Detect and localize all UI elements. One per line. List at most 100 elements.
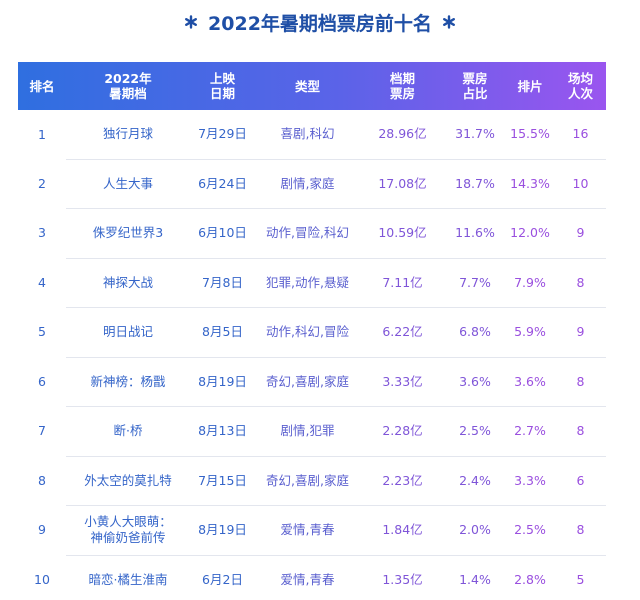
cell-line: 神偷奶爸前传 — [90, 530, 166, 546]
table-cell: 2.28亿 — [360, 406, 445, 457]
table-cell: 2.8% — [505, 555, 555, 600]
table-cell: 10 — [34, 571, 50, 587]
table-cell: 2.23亿 — [360, 456, 445, 506]
cell-line: 2022年 — [104, 71, 152, 86]
table-cell: 5.9% — [505, 307, 555, 358]
table-cell: 10 — [555, 159, 606, 209]
header-cell: 排片 — [517, 78, 543, 94]
table-cell: 6.22亿 — [360, 307, 445, 358]
title: 2022年暑期档票房前十名 — [208, 12, 432, 35]
cell-line: 票房 — [389, 86, 415, 101]
table-cell: 7月8日 — [190, 258, 255, 308]
header-cell: 2022年 暑期档 — [66, 62, 190, 110]
table-cell: 9 — [38, 522, 46, 538]
table-cell: 10.59亿 — [360, 208, 445, 259]
table-cell: 1.35亿 — [360, 555, 445, 600]
header-cell: 类型 — [294, 78, 320, 94]
table-cell: 8月13日 — [190, 406, 255, 457]
table-cell: 3 — [38, 225, 46, 241]
table-row: 7 断·桥 8月13日 剧情,犯罪 2.28亿 2.5% 2.7% 8 — [18, 406, 606, 457]
cell-line: 日期 — [209, 86, 235, 101]
table-cell: 1.84亿 — [360, 505, 445, 556]
table-row: 5 明日战记 8月5日 动作,科幻,冒险 6.22亿 6.8% 5.9% 9 — [18, 307, 606, 358]
table-cell: 16 — [555, 110, 606, 160]
table-row: 9 小黄人大眼萌： 神偷奶爸前传 8月19日 爱情,青春 1.84亿 2.0% 2.5% 8 — [18, 505, 606, 556]
table-cell: 2.5% — [505, 505, 555, 556]
table-cell: 9 — [555, 208, 606, 259]
table-cell: 12.0% — [505, 208, 555, 259]
table-cell: 2.5% — [445, 406, 505, 457]
table-cell: 1.4% — [445, 555, 505, 600]
table-cell: 8 — [555, 406, 606, 457]
table-cell: 暗恋·橘生淮南 — [66, 555, 190, 600]
table-cell: 28.96亿 — [360, 110, 445, 160]
table-header: 排名 2022年 暑期档 上映 日期 类型 档期 票房 票房 占比 排片 场均 人次 — [18, 62, 606, 110]
title-icon — [185, 15, 198, 29]
table-cell: 7.11亿 — [360, 258, 445, 308]
cell-line: 上映 — [209, 71, 235, 86]
header-row: 排名 2022年 暑期档 上映 日期 类型 档期 票房 票房 占比 排片 场均 人次 — [18, 62, 606, 110]
table-cell: 8 — [555, 258, 606, 308]
table-cell: 侏罗纪世界3 — [66, 208, 190, 259]
table-cell: 独行月球 — [66, 110, 190, 160]
table-cell: 6月10日 — [190, 208, 255, 259]
table-cell: 3.6% — [445, 357, 505, 407]
table-cell: 6月24日 — [190, 159, 255, 209]
table-cell: 人生大事 — [66, 159, 190, 209]
table-cell: 7月29日 — [190, 110, 255, 160]
table-cell: 7.7% — [445, 258, 505, 308]
table-cell: 2.0% — [445, 505, 505, 556]
table-cell: 4 — [38, 274, 46, 290]
table-cell: 爱情,青春 — [255, 505, 360, 556]
table-cell: 剧情,犯罪 — [255, 406, 360, 457]
table-cell: 17.08亿 — [360, 159, 445, 209]
table-cell: 动作,科幻,冒险 — [255, 307, 360, 358]
cell-line: 票房 — [462, 71, 488, 86]
table-cell: 剧情,家庭 — [255, 159, 360, 209]
cell-line: 档期 — [389, 71, 415, 86]
table-cell: 犯罪,动作,悬疑 — [255, 258, 360, 308]
table-cell: 15.5% — [505, 110, 555, 160]
header-cell: 场均 人次 — [555, 62, 606, 110]
table-cell: 9 — [555, 307, 606, 358]
table-cell: 18.7% — [445, 159, 505, 209]
table-cell: 1 — [38, 126, 46, 142]
table-cell: 断·桥 — [66, 406, 190, 457]
table-cell: 8 — [555, 357, 606, 407]
table-row: 10 暗恋·橘生淮南 6月2日 爱情,青春 1.35亿 1.4% 2.8% 5 — [18, 555, 606, 600]
table-cell: 8 — [555, 505, 606, 556]
table-cell: 8月19日 — [190, 505, 255, 556]
table-cell: 14.3% — [505, 159, 555, 209]
table-row: 2 人生大事 6月24日 剧情,家庭 17.08亿 18.7% 14.3% 10 — [18, 159, 606, 209]
table-cell: 爱情,青春 — [255, 555, 360, 600]
table-cell: 8月5日 — [190, 307, 255, 358]
table-cell: 6 — [38, 373, 46, 389]
table-row: 6 新神榜：杨戬 8月19日 奇幻,喜剧,家庭 3.33亿 3.6% 3.6% 8 — [18, 357, 606, 407]
table-cell: 2 — [38, 175, 46, 191]
table-cell: 6.8% — [445, 307, 505, 358]
header-cell: 上映 日期 — [190, 62, 255, 110]
table-row: 1 独行月球 7月29日 喜剧,科幻 28.96亿 31.7% 15.5% 16 — [18, 110, 606, 160]
table-cell: 3.3% — [505, 456, 555, 506]
table-cell: 动作,冒险,科幻 — [255, 208, 360, 259]
table-cell: 7月15日 — [190, 456, 255, 506]
table-cell: 新神榜：杨戬 — [66, 357, 190, 407]
table-cell: 5 — [555, 555, 606, 600]
table-cell: 7.9% — [505, 258, 555, 308]
table-cell: 8 — [38, 472, 46, 488]
table-cell: 喜剧,科幻 — [255, 110, 360, 160]
table-cell: 6月2日 — [190, 555, 255, 600]
table-cell: 3.6% — [505, 357, 555, 407]
table-body: 1 独行月球 7月29日 喜剧,科幻 28.96亿 31.7% 15.5% 16 2 人生大事 6月… — [18, 110, 606, 600]
table-cell: 奇幻,喜剧,家庭 — [255, 357, 360, 407]
cell-line: 小黄人大眼萌： — [84, 514, 172, 530]
table-cell: 31.7% — [445, 110, 505, 160]
header-cell: 档期 票房 — [360, 62, 445, 110]
table-cell: 2.4% — [445, 456, 505, 506]
table-cell: 外太空的莫扎特 — [66, 456, 190, 506]
table-cell: 3.33亿 — [360, 357, 445, 407]
table-cell: 2.7% — [505, 406, 555, 457]
table-row: 3 侏罗纪世界3 6月10日 动作,冒险,科幻 10.59亿 11.6% 12.0% 9 — [18, 208, 606, 259]
table-cell: 5 — [38, 324, 46, 340]
title-icon — [442, 15, 455, 29]
